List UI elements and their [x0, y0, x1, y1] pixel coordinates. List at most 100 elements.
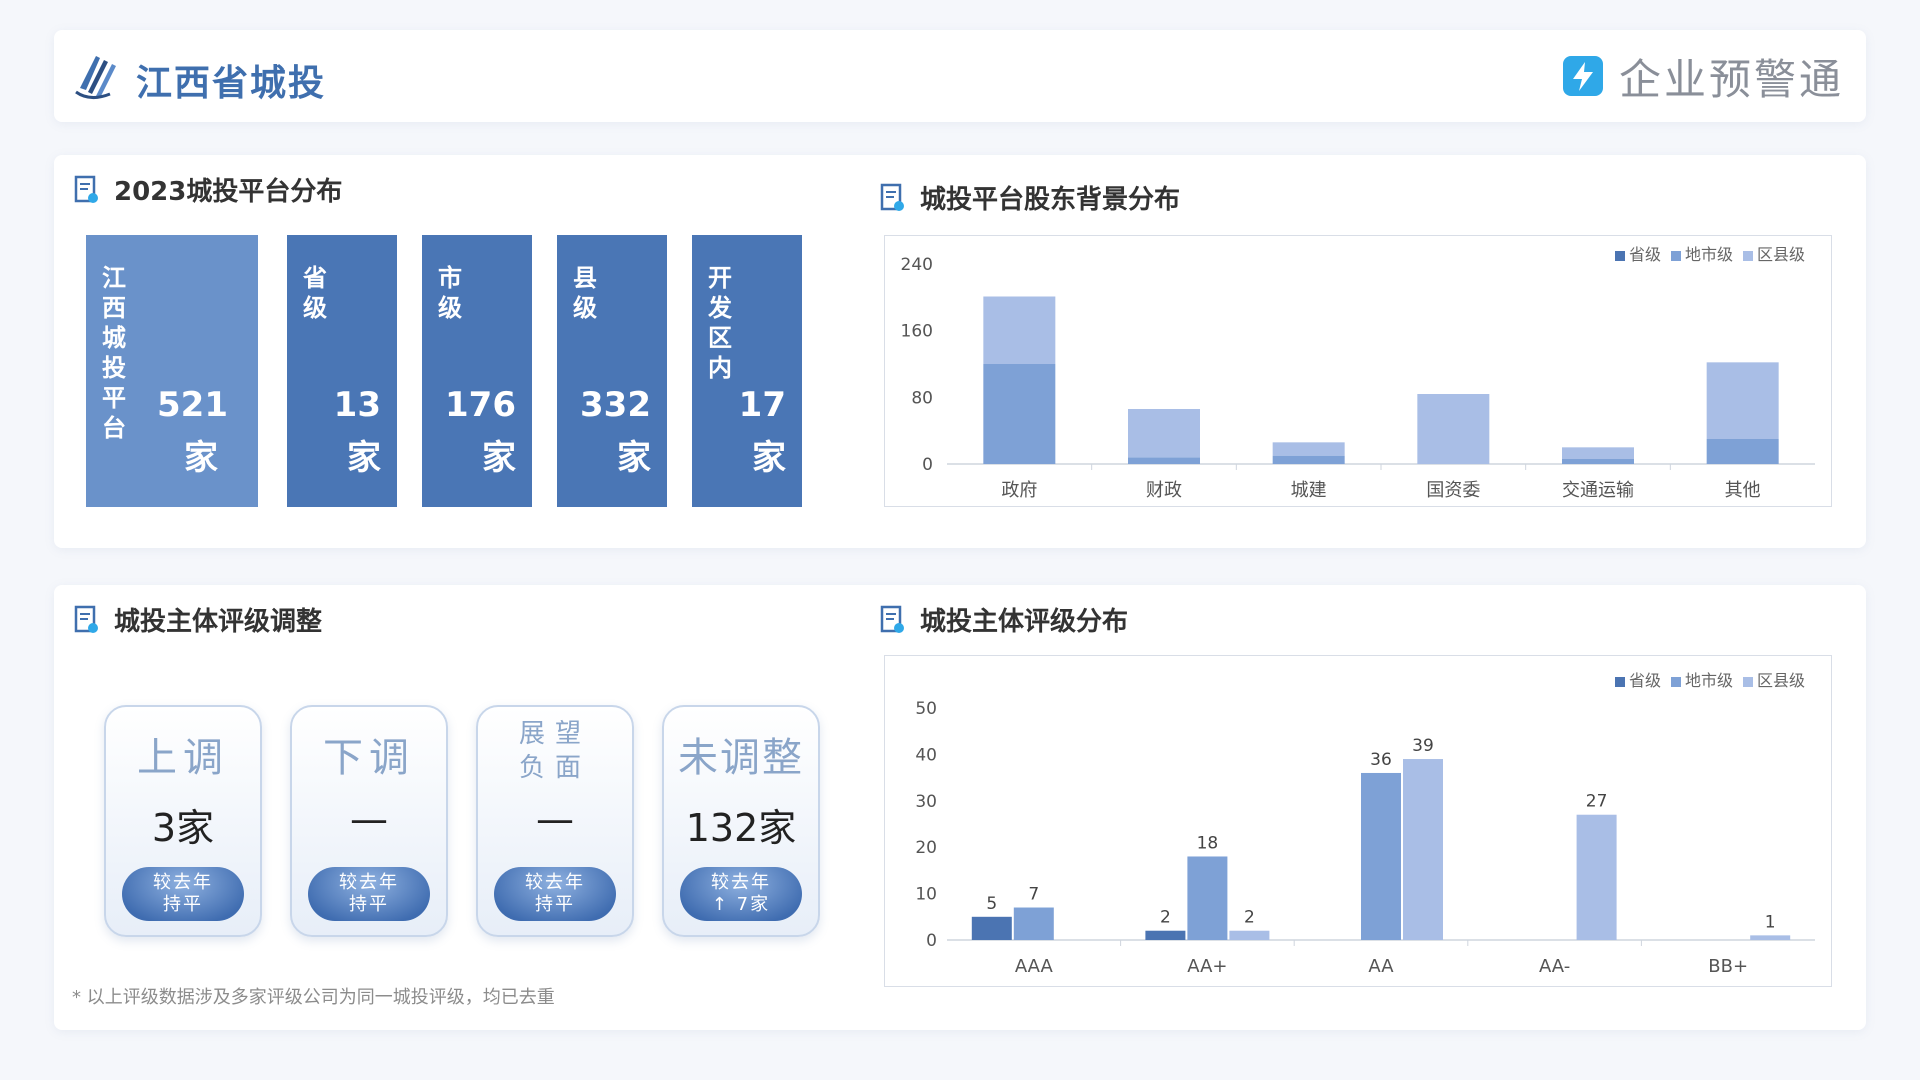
card-note-line2: 持平 — [349, 894, 389, 915]
card-value: — — [350, 797, 388, 841]
block-unit: 家 — [482, 438, 516, 478]
block-label: 开发区内 — [708, 264, 732, 382]
block-label: 市级 — [438, 264, 462, 322]
document-icon — [880, 605, 904, 633]
legend-swatch — [1671, 677, 1681, 687]
card-upgrade: 上调 3家 较去年 持平 — [104, 705, 262, 937]
rating-dist-section-title: 城投主体评级分布 — [880, 601, 1128, 638]
x-tick-label: 城建 — [1291, 480, 1327, 501]
bar-segment — [1562, 459, 1634, 464]
platform-block-city: 市级 176 家 — [422, 235, 532, 507]
bar-segment — [1272, 455, 1345, 464]
block-unit: 家 — [752, 438, 786, 478]
lightning-icon — [1562, 56, 1603, 96]
x-tick-label: 国资委 — [1426, 480, 1480, 501]
brand-name: 企业预警通 — [1618, 54, 1844, 104]
card-note: 较去年 ↑ 7家 — [680, 867, 802, 921]
card-note: 较去年 持平 — [308, 867, 430, 921]
card-title: 下调 — [323, 735, 415, 781]
bar-segment — [1706, 439, 1779, 464]
bar-segment — [1272, 442, 1345, 456]
brand: 企业预警通 — [1561, 48, 1844, 104]
x-tick-label: AA — [1368, 956, 1394, 977]
y-tick-label: 30 — [915, 792, 937, 812]
header-bar: 江西省城投 企业预警通 — [54, 30, 1866, 122]
y-tick-label: 160 — [901, 322, 933, 342]
block-label: 江西城投平台 — [102, 264, 126, 442]
legend-label: 地市级 — [1685, 245, 1733, 264]
x-tick-label: 交通运输 — [1562, 480, 1634, 501]
legend-swatch — [1615, 251, 1625, 261]
legend-label: 省级 — [1629, 245, 1661, 264]
legend-swatch — [1615, 677, 1625, 687]
card-title: 未调整 — [678, 735, 804, 781]
block-value: 332 — [580, 385, 651, 425]
page-title: 江西省城投 — [136, 63, 327, 104]
document-icon — [880, 183, 904, 211]
bottom-panel: 城投主体评级调整 上调 3家 较去年 持平 下调 — 较去年 持平 展望 负面 … — [54, 585, 1866, 1030]
block-label: 县级 — [573, 264, 597, 322]
bar-segment — [1706, 362, 1779, 439]
data-label: 18 — [1197, 833, 1219, 853]
legend-label: 地市级 — [1685, 671, 1733, 690]
data-label: 36 — [1370, 750, 1392, 770]
y-tick-label: 50 — [915, 699, 937, 719]
shareholder-chart-box: 0 80 160 240 政府 财政 城建 国资委 交通运输 其他 省级 地市级 区县级 — [884, 235, 1832, 507]
city-logo-icon — [75, 56, 116, 99]
bar-segment — [1128, 457, 1200, 464]
card-value: 3家 — [151, 806, 215, 850]
card-note-line1: 较去年 — [525, 872, 585, 893]
card-note-line2: 持平 — [163, 894, 203, 915]
bar-segment — [983, 296, 1056, 364]
x-tick-label: AA+ — [1187, 956, 1227, 977]
block-unit: 家 — [347, 438, 381, 478]
card-value: — — [536, 797, 574, 841]
rating-dist-chart: 0 10 20 30 40 50 5 7 AAA 2 18 2 AA+ 36 39 AA 27 AA- 1 BB+ 省级… — [915, 671, 1815, 977]
card-title-line1: 展望 — [518, 719, 591, 749]
data-label: 7 — [1028, 885, 1039, 905]
shareholder-chart: 0 80 160 240 政府 财政 城建 国资委 交通运输 其他 省级 地市级 区县级 — [901, 245, 1815, 501]
data-label: 5 — [986, 894, 997, 914]
rating-dist-title: 城投主体评级分布 — [920, 607, 1129, 637]
card-note: 较去年 持平 — [494, 867, 616, 921]
card-value: 132家 — [685, 806, 797, 850]
bar-segment — [1128, 409, 1200, 458]
card-note-line1: 较去年 — [711, 872, 771, 893]
platform-section-title: 2023城投平台分布 — [74, 171, 342, 208]
legend-swatch — [1743, 251, 1753, 261]
legend-label: 区县级 — [1757, 671, 1805, 690]
platform-block-devzone: 开发区内 17 家 — [692, 235, 802, 507]
footnote: * 以上评级数据涉及多家评级公司为同一城投评级，均已去重 — [72, 987, 555, 1008]
y-tick-label: 80 — [911, 388, 933, 408]
card-note-line1: 较去年 — [339, 872, 399, 893]
card-downgrade: 下调 — 较去年 持平 — [290, 705, 448, 937]
data-label: 2 — [1160, 908, 1171, 928]
top-panel: 2023城投平台分布 江西城投平台 521 家 省级 13 家 市级 176 家… — [54, 155, 1866, 548]
x-tick-label: 其他 — [1725, 480, 1761, 501]
block-value: 17 — [738, 385, 786, 425]
card-title: 展望 负面 — [478, 717, 632, 785]
x-tick-label: AA- — [1539, 956, 1570, 977]
platform-block-county: 县级 332 家 — [557, 235, 667, 507]
data-label: 1 — [1765, 912, 1776, 932]
y-tick-label: 240 — [901, 255, 933, 275]
block-value: 13 — [333, 385, 381, 425]
bar-segment — [1417, 394, 1490, 464]
card-title-line2: 负面 — [518, 753, 591, 783]
rating-adjust-section-title: 城投主体评级调整 — [74, 601, 322, 638]
bar — [1013, 907, 1054, 940]
legend-swatch — [1743, 677, 1753, 687]
bar-segment — [983, 364, 1056, 464]
legend-swatch — [1671, 251, 1681, 261]
y-tick-label: 0 — [922, 455, 933, 475]
y-tick-label: 40 — [915, 745, 937, 765]
y-tick-label: 0 — [926, 931, 937, 951]
bar — [971, 916, 1012, 940]
block-label: 省级 — [303, 264, 327, 322]
platform-block-province: 省级 13 家 — [287, 235, 397, 507]
bar — [1403, 759, 1443, 940]
x-tick-label: AAA — [1015, 956, 1054, 977]
shareholder-title: 城投平台股东背景分布 — [920, 185, 1181, 215]
block-unit: 家 — [617, 438, 651, 478]
bar — [1229, 930, 1270, 940]
